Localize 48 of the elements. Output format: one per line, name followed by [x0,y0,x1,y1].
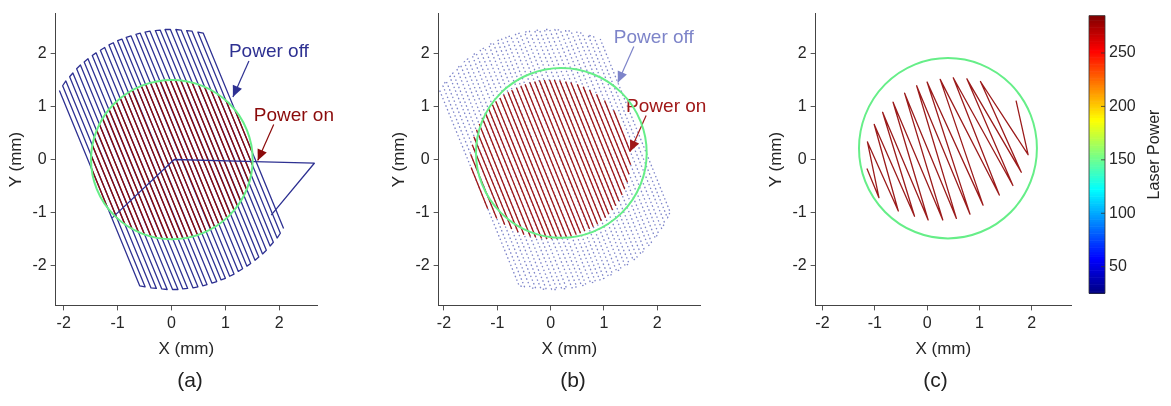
x-tick-label: 2 [274,314,284,332]
y-tick-label: 1 [797,96,807,114]
annotation: Power off [228,39,310,61]
y-tick-label: 2 [37,43,47,61]
x-tick-label: -1 [490,314,505,332]
y-tick-label: 2 [797,43,807,61]
y-tick-label: -1 [792,202,807,220]
x-tick-label: -1 [110,314,125,332]
y-tick-label: 0 [37,149,47,167]
x-tick-label: 1 [599,314,609,332]
x-tick-label: 0 [546,314,556,332]
y-axis-title: Y (mm) [765,131,785,188]
y-tick-label: 0 [420,149,430,167]
y-tick-label: -1 [32,202,47,220]
color-bar-label: 50 [1109,257,1127,275]
color-bar-label: 100 [1109,203,1136,221]
x-tick-label: -1 [867,314,882,332]
y-tick-label: -2 [792,256,807,274]
x-tick-label: 2 [1027,314,1037,332]
y-tick-label: 1 [420,96,430,114]
color-bar-label: 200 [1109,96,1136,114]
x-axis-title: X (mm) [158,339,215,359]
y-tick-label: -2 [32,256,47,274]
y-tick-label: -2 [415,256,430,274]
y-tick-label: 2 [420,43,430,61]
x-axis-title: X (mm) [915,339,972,359]
y-tick-label: 1 [37,96,47,114]
y-tick-label: -1 [415,202,430,220]
x-tick-label: 1 [974,314,984,332]
text: (a) [176,368,204,392]
y-tick-label: 0 [797,149,807,167]
annotation: Power off [613,25,695,47]
text: (b) [559,368,587,392]
x-axis-title: X (mm) [541,339,598,359]
x-tick-label: 2 [652,314,662,332]
x-tick-label: 1 [220,314,230,332]
x-tick-label: 0 [922,314,932,332]
annotation: Power on [253,103,334,125]
y-axis-title: Y (mm) [5,131,25,188]
x-tick-label: -2 [436,314,452,332]
color-bar-label: 250 [1109,43,1136,61]
x-tick-label: 0 [167,314,177,332]
x-tick-label: -2 [56,314,71,332]
color-bar-title: Laser Power [1145,108,1163,200]
text: (c) [922,368,949,392]
color-bar-label: 150 [1109,150,1136,168]
x-tick-label: -2 [815,314,830,332]
y-axis-title: Y (mm) [388,131,408,188]
